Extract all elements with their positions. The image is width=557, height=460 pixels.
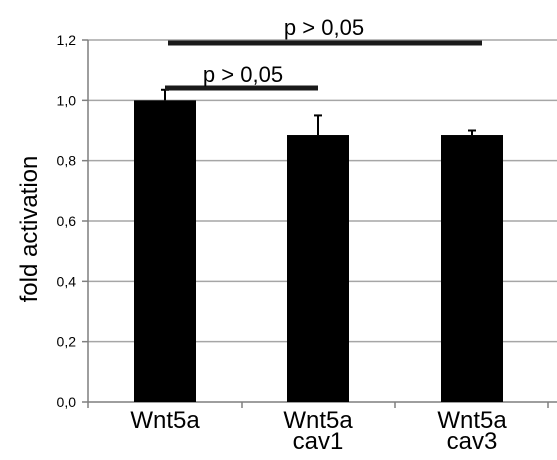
y-tick-label: 1,2 <box>57 32 77 48</box>
x-category-label: Wnt5a cav3 <box>437 407 507 455</box>
x-category-label: Wnt5a cav1 <box>283 407 353 455</box>
y-tick-label: 0,8 <box>57 153 77 169</box>
y-tick-label: 0,6 <box>57 213 77 229</box>
y-tick-label: 0,0 <box>57 394 77 410</box>
y-tick-label: 1,0 <box>57 92 77 108</box>
bar <box>287 135 349 402</box>
x-category-label: Wnt5a <box>130 407 200 434</box>
bar <box>441 135 503 402</box>
y-axis-title: fold activation <box>16 156 43 303</box>
y-tick-label: 0,2 <box>57 334 77 350</box>
significance-label: p > 0,05 <box>203 62 283 87</box>
significance-label: p > 0,05 <box>284 15 364 40</box>
bar <box>134 100 196 402</box>
y-tick-label: 0,4 <box>57 273 77 289</box>
